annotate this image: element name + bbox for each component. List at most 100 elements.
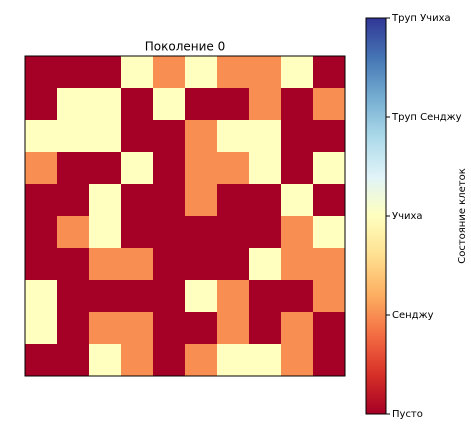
cell (217, 56, 250, 89)
cell (185, 280, 218, 313)
cell (249, 88, 282, 121)
cell (281, 152, 314, 185)
cell (121, 152, 154, 185)
cell (57, 280, 90, 313)
cell (57, 152, 90, 185)
cell (249, 248, 282, 281)
cell (217, 216, 250, 249)
cell (185, 152, 218, 185)
cell (121, 248, 154, 281)
cell (25, 152, 58, 185)
cell (25, 184, 58, 217)
plot-frame (24, 55, 346, 377)
cell (121, 88, 154, 121)
cell (217, 120, 250, 153)
cell (121, 120, 154, 153)
cell (249, 120, 282, 153)
cell (89, 248, 122, 281)
colorbar-tick-label: Пусто (392, 409, 423, 420)
cell (281, 280, 314, 313)
colorbar-tick-label: Учиха (392, 211, 423, 222)
cell (313, 56, 346, 89)
cell (281, 248, 314, 281)
cell (217, 344, 250, 377)
cell (185, 184, 218, 217)
cell (185, 88, 218, 121)
cell (249, 184, 282, 217)
cell (217, 280, 250, 313)
cell (57, 184, 90, 217)
cell (89, 88, 122, 121)
cell (281, 312, 314, 345)
cell (153, 184, 186, 217)
cell (89, 312, 122, 345)
cell (25, 88, 58, 121)
cell (89, 120, 122, 153)
cell (25, 120, 58, 153)
cell (281, 216, 314, 249)
cell (121, 344, 154, 377)
cell (25, 56, 58, 89)
cell (121, 216, 154, 249)
cell (281, 120, 314, 153)
cell (313, 152, 346, 185)
chart-title: Поколение 0 (145, 40, 225, 54)
cell (57, 120, 90, 153)
cell (313, 216, 346, 249)
cell (153, 152, 186, 185)
cell (25, 248, 58, 281)
cell (121, 56, 154, 89)
cell (249, 56, 282, 89)
cell (249, 152, 282, 185)
cell (25, 344, 58, 377)
cell (153, 88, 186, 121)
cell (57, 248, 90, 281)
cell (185, 216, 218, 249)
cell (153, 280, 186, 313)
cell (249, 216, 282, 249)
cell (89, 216, 122, 249)
colorbar-tick-label: Труп Сенджу (391, 112, 462, 123)
cell (121, 184, 154, 217)
cell (153, 120, 186, 153)
cell (57, 216, 90, 249)
cell (313, 344, 346, 377)
colorbar-label: Состояние клеток (457, 168, 468, 264)
cell (89, 280, 122, 313)
cell (57, 88, 90, 121)
cell (313, 88, 346, 121)
cell (25, 312, 58, 345)
cell (153, 312, 186, 345)
cell (217, 248, 250, 281)
cell (185, 312, 218, 345)
cell (153, 344, 186, 377)
cell (153, 248, 186, 281)
cell (185, 248, 218, 281)
cell (57, 56, 90, 89)
cell (281, 88, 314, 121)
cell (57, 312, 90, 345)
cell (153, 56, 186, 89)
cell (121, 280, 154, 313)
cell (153, 216, 186, 249)
cell (57, 344, 90, 377)
cell (249, 280, 282, 313)
cell (89, 184, 122, 217)
cell (89, 344, 122, 377)
cell (313, 120, 346, 153)
cell (185, 56, 218, 89)
cell (121, 312, 154, 345)
colorbar-tick-label: Сенджу (392, 310, 434, 321)
cell (313, 280, 346, 313)
cell (249, 312, 282, 345)
cell (281, 344, 314, 377)
cell (25, 280, 58, 313)
cell (249, 344, 282, 377)
cell (25, 216, 58, 249)
cell (313, 248, 346, 281)
cell (217, 184, 250, 217)
cell (217, 88, 250, 121)
colorbar (365, 17, 387, 415)
cell (281, 184, 314, 217)
